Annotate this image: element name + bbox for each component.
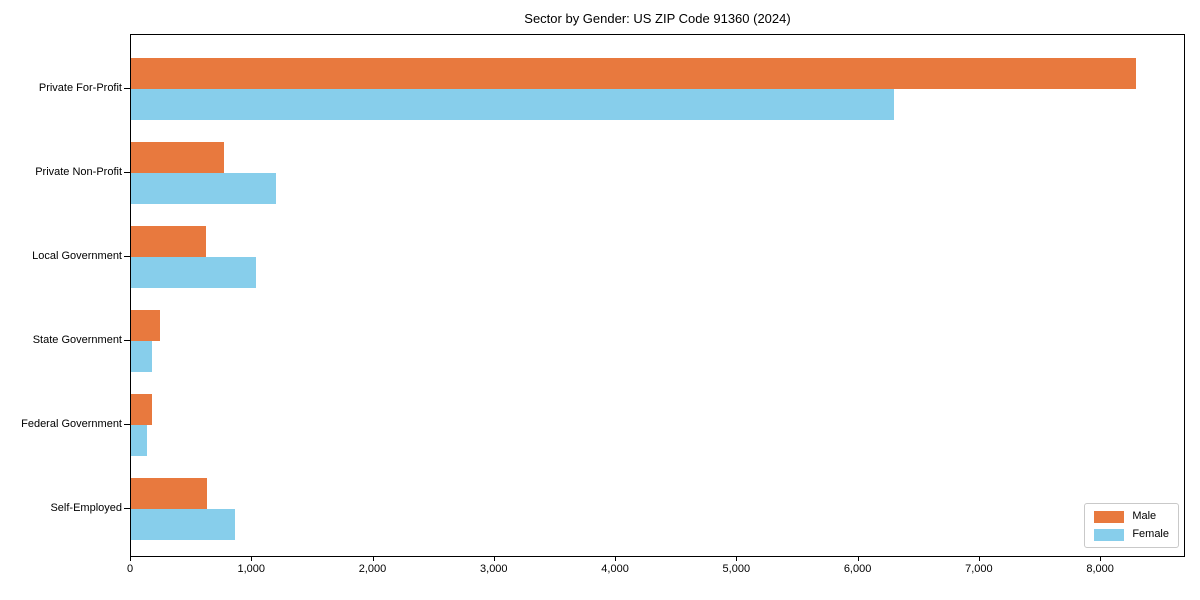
x-tick-mark: [1100, 557, 1102, 561]
x-tick-mark: [130, 557, 131, 561]
legend-item-female: Female: [1094, 528, 1169, 541]
y-tick-mark: [124, 172, 130, 173]
x-tick-label: 4,000: [601, 563, 629, 575]
legend-label-female: Female: [1132, 528, 1169, 540]
y-tick-mark: [124, 508, 130, 509]
x-tick-label: 1,000: [237, 563, 266, 575]
category-label: Local Government: [32, 250, 122, 262]
x-tick-label: 5,000: [722, 563, 751, 575]
bar-male-1: [131, 58, 1136, 89]
bar-male-6: [131, 478, 208, 509]
category-label: State Government: [32, 334, 122, 346]
x-tick-label: 2,000: [358, 563, 387, 575]
x-tick-mark: [372, 557, 374, 561]
x-tick-label: 0: [126, 563, 134, 575]
legend: Male Female: [1084, 503, 1179, 548]
x-tick-label: 3,000: [480, 563, 508, 575]
category-label: Private Non-Profit: [35, 166, 122, 178]
x-tick-mark: [736, 557, 738, 561]
x-tick-label: 6,000: [843, 563, 872, 575]
category-label: Private For-Profit: [38, 82, 122, 94]
legend-label-male: Male: [1132, 510, 1157, 522]
bar-female-4: [131, 341, 152, 372]
y-tick-mark: [124, 88, 130, 89]
x-tick-mark: [978, 557, 980, 561]
legend-swatch-male: [1094, 510, 1125, 523]
x-tick-mark: [251, 557, 253, 561]
y-tick-mark: [124, 256, 130, 257]
legend-swatch-female: [1094, 528, 1125, 541]
legend-item-male: Male: [1094, 510, 1169, 523]
y-tick-mark: [124, 424, 130, 425]
chart-title: Sector by Gender: US ZIP Code 91360 (202…: [524, 11, 791, 26]
bar-male-2: [131, 142, 225, 173]
bar-female-2: [131, 173, 277, 204]
bar-male-3: [131, 226, 207, 257]
category-label: Federal Government: [21, 418, 122, 430]
x-tick-mark: [857, 557, 859, 561]
bar-female-6: [131, 509, 236, 540]
y-tick-mark: [124, 340, 130, 341]
bars-layer: [131, 35, 1184, 556]
bar-female-5: [131, 425, 147, 456]
x-tick-label: 7,000: [965, 563, 993, 575]
category-label: Self-Employed: [50, 502, 122, 514]
plot-area: Male Female: [130, 34, 1185, 557]
x-tick-label: 8,000: [1086, 563, 1114, 575]
x-tick-mark: [493, 557, 495, 561]
x-tick-mark: [615, 557, 617, 561]
bar-female-3: [131, 257, 256, 288]
bar-female-1: [131, 89, 894, 120]
bar-male-5: [131, 394, 152, 425]
bar-male-4: [131, 310, 161, 341]
